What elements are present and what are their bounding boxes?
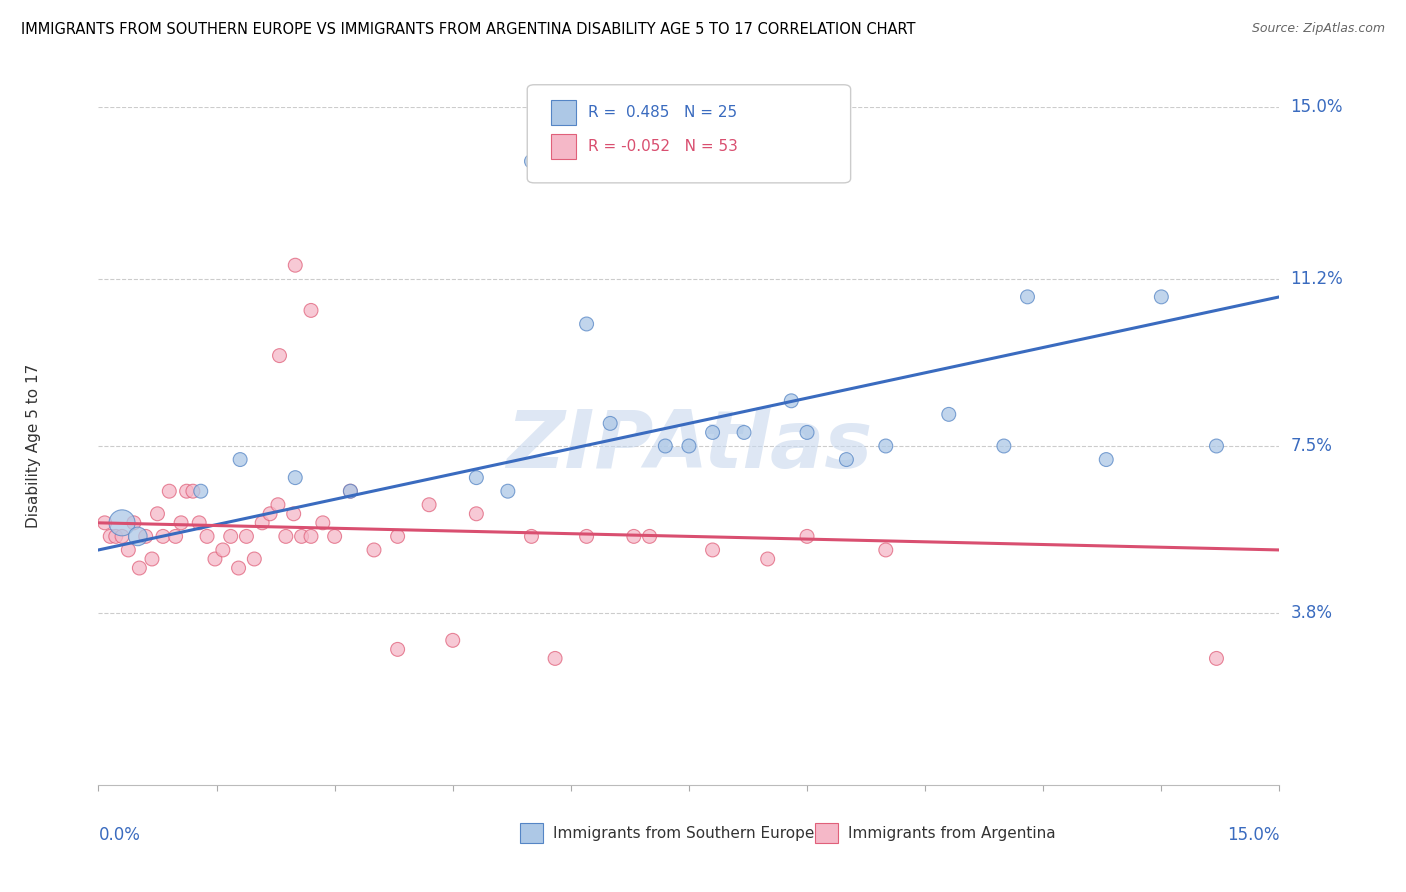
Point xyxy=(141,552,163,566)
Point xyxy=(195,529,218,543)
Text: Immigrants from Argentina: Immigrants from Argentina xyxy=(848,826,1056,840)
Point xyxy=(387,529,409,543)
Point xyxy=(181,484,204,499)
Text: Source: ZipAtlas.com: Source: ZipAtlas.com xyxy=(1251,22,1385,36)
Text: Disability Age 5 to 17: Disability Age 5 to 17 xyxy=(25,364,41,528)
Point xyxy=(135,529,157,543)
Text: Immigrants from Southern Europe: Immigrants from Southern Europe xyxy=(553,826,814,840)
Text: R =  0.485   N = 25: R = 0.485 N = 25 xyxy=(588,105,737,120)
Point xyxy=(274,529,297,543)
Point xyxy=(117,543,139,558)
Point xyxy=(269,349,291,363)
Text: 15.0%: 15.0% xyxy=(1291,98,1343,116)
Point xyxy=(520,154,543,169)
Point xyxy=(599,417,621,431)
Point xyxy=(93,516,115,530)
Point xyxy=(363,543,385,558)
Point xyxy=(1150,290,1173,304)
Point xyxy=(111,516,134,530)
Point xyxy=(170,516,193,530)
Text: ZIPAtlas: ZIPAtlas xyxy=(506,407,872,485)
Point xyxy=(544,651,567,665)
Point xyxy=(702,543,724,558)
Point xyxy=(441,633,464,648)
Point xyxy=(229,452,252,467)
Point xyxy=(299,529,322,543)
Point xyxy=(284,470,307,484)
Point xyxy=(98,529,121,543)
Point xyxy=(122,516,145,530)
Point xyxy=(228,561,250,575)
Point xyxy=(796,425,818,440)
Point xyxy=(290,529,312,543)
Point xyxy=(1095,452,1118,467)
Point xyxy=(323,529,346,543)
Point xyxy=(756,552,779,566)
Point xyxy=(219,529,242,543)
Point xyxy=(465,507,488,521)
Point xyxy=(702,425,724,440)
Point xyxy=(780,393,803,408)
Text: 11.2%: 11.2% xyxy=(1291,269,1343,288)
Point xyxy=(678,439,700,453)
Point xyxy=(267,498,290,512)
Point xyxy=(284,258,307,272)
Point xyxy=(299,303,322,318)
Point xyxy=(875,439,897,453)
Point xyxy=(111,529,134,543)
Point xyxy=(520,529,543,543)
Point xyxy=(835,452,858,467)
Point xyxy=(654,439,676,453)
Point xyxy=(283,507,305,521)
Text: 0.0%: 0.0% xyxy=(98,826,141,844)
Text: 3.8%: 3.8% xyxy=(1291,604,1333,623)
Point xyxy=(1205,651,1227,665)
Text: IMMIGRANTS FROM SOUTHERN EUROPE VS IMMIGRANTS FROM ARGENTINA DISABILITY AGE 5 TO: IMMIGRANTS FROM SOUTHERN EUROPE VS IMMIG… xyxy=(21,22,915,37)
Text: 7.5%: 7.5% xyxy=(1291,437,1333,455)
Point xyxy=(875,543,897,558)
Point xyxy=(146,507,169,521)
Point xyxy=(418,498,440,512)
Point xyxy=(211,543,233,558)
Point xyxy=(127,529,149,543)
Point xyxy=(190,484,212,499)
Point xyxy=(157,484,180,499)
Point xyxy=(250,516,273,530)
Point xyxy=(993,439,1015,453)
Point xyxy=(339,484,361,499)
Point xyxy=(1017,290,1039,304)
Point xyxy=(312,516,335,530)
Point xyxy=(165,529,187,543)
Point xyxy=(733,425,755,440)
Point xyxy=(496,484,519,499)
Text: R = -0.052   N = 53: R = -0.052 N = 53 xyxy=(588,139,738,153)
Point xyxy=(465,470,488,484)
Point xyxy=(235,529,257,543)
Point xyxy=(938,408,960,422)
Text: 15.0%: 15.0% xyxy=(1227,826,1279,844)
Point xyxy=(204,552,226,566)
Point xyxy=(243,552,266,566)
Point xyxy=(104,529,127,543)
Point xyxy=(638,529,661,543)
Point xyxy=(623,529,645,543)
Point xyxy=(152,529,174,543)
Point xyxy=(575,529,598,543)
Point xyxy=(387,642,409,657)
Point xyxy=(339,484,361,499)
Point xyxy=(128,561,150,575)
Point xyxy=(176,484,198,499)
Point xyxy=(259,507,281,521)
Point xyxy=(575,317,598,331)
Point xyxy=(796,529,818,543)
Point xyxy=(188,516,211,530)
Point xyxy=(1205,439,1227,453)
